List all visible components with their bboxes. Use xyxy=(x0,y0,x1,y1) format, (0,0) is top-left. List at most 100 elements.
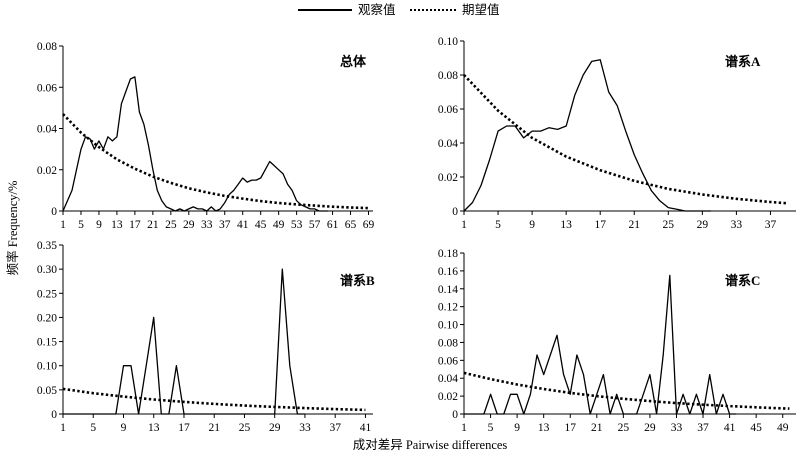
x-tick-label: 1 xyxy=(60,219,66,231)
x-tick-label: 5 xyxy=(78,219,84,231)
chart-panel-1: 0 0.02 0.04 0.06 0.08 1 5 9 13 17 21 25 29 33 37 41 45 49… xyxy=(37,41,375,231)
x-tick-label: 5 xyxy=(488,422,494,434)
observed-line xyxy=(63,268,305,415)
y-tick-label: 0.04 xyxy=(438,373,458,385)
y-tick-label: 0.04 xyxy=(438,138,458,150)
x-tick-label: 9 xyxy=(514,422,520,434)
x-tick-label: 17 xyxy=(594,219,606,231)
observed-line xyxy=(463,59,711,212)
x-tick-label: 21 xyxy=(629,219,641,231)
x-tick-label: 37 xyxy=(329,422,341,434)
x-tick-label: 1 xyxy=(60,422,66,434)
y-tick-label: 0.04 xyxy=(37,124,57,136)
x-tick-label: 13 xyxy=(560,219,572,231)
y-tick-label: 0.02 xyxy=(37,165,57,177)
x-tick-label: 21 xyxy=(147,219,159,231)
y-axis-title: 频率 Frequency/% xyxy=(5,181,20,276)
x-tick-label: 33 xyxy=(731,219,743,231)
x-tick-label: 29 xyxy=(183,219,195,231)
y-tick-label: 0 xyxy=(51,206,57,218)
x-tick-label: 69 xyxy=(363,219,375,231)
y-tick-label: 0 xyxy=(452,206,458,218)
y-tick-label: 0.06 xyxy=(438,355,458,367)
x-tick-label: 21 xyxy=(208,422,220,434)
panel-title: 谱系C xyxy=(725,273,760,288)
legend: 观察值 期望值 xyxy=(298,2,500,17)
x-tick-label: 17 xyxy=(129,219,141,231)
x-tick-label: 17 xyxy=(564,422,576,434)
x-tick-label: 1 xyxy=(461,219,467,231)
legend-expected-label: 期望值 xyxy=(462,2,500,17)
x-tick-label: 5 xyxy=(90,422,96,434)
x-tick-label: 9 xyxy=(121,422,127,434)
x-tick-label: 41 xyxy=(724,422,736,434)
x-tick-label: 25 xyxy=(165,219,177,231)
chart-panels: 00.020.040.060.081 5 9 13 17 21 25 29 33 37 41 45 49… xyxy=(37,36,796,434)
x-tick-label: 49 xyxy=(273,219,285,231)
x-tick-label: 41 xyxy=(237,219,249,231)
y-tick-label: 0 xyxy=(51,409,57,421)
x-tick-label: 1 xyxy=(461,422,467,434)
y-tick-label: 0.06 xyxy=(438,104,458,116)
y-tick-label: 0.02 xyxy=(438,172,458,184)
x-tick-label: 21 xyxy=(591,422,603,434)
x-tick-label: 25 xyxy=(663,219,675,231)
y-tick-label: 0.08 xyxy=(438,337,458,349)
y-tick-label: 0.30 xyxy=(37,264,57,276)
x-tick-label: 53 xyxy=(291,219,303,231)
x-tick-label: 13 xyxy=(111,219,123,231)
x-tick-label: 9 xyxy=(529,219,535,231)
y-tick-label: 0 xyxy=(452,409,458,421)
y-tick-label: 0.18 xyxy=(438,248,458,260)
y-tick-label: 0.02 xyxy=(438,391,458,403)
y-tick-label: 0.10 xyxy=(438,36,458,48)
y-tick-label: 0.15 xyxy=(37,337,57,349)
panel-title: 谱系A xyxy=(725,54,761,69)
x-tick-label: 49 xyxy=(777,422,789,434)
y-tick-label: 0.10 xyxy=(438,320,458,332)
x-tick-label: 33 xyxy=(299,422,311,434)
x-tick-label: 13 xyxy=(538,422,550,434)
x-tick-label: 33 xyxy=(671,422,683,434)
x-tick-label: 57 xyxy=(309,219,321,231)
chart-panel-3: 0 0.05 0.10 0.15 0.20 0.25 0.30 0.35 1 5 9 13 17 21 25… xyxy=(37,240,375,434)
y-tick-label: 0.20 xyxy=(37,312,57,324)
x-tick-label: 65 xyxy=(345,219,357,231)
x-tick-label: 37 xyxy=(765,219,777,231)
y-tick-label: 0.35 xyxy=(37,240,57,252)
chart-panel-4: 0 0.02 0.04 0.06 0.08 0.10 0.12 0.14 0.16 0.18 1 5 9… xyxy=(438,248,796,434)
y-tick-label: 0.08 xyxy=(37,41,57,53)
observed-line xyxy=(62,76,329,212)
x-tick-label: 45 xyxy=(255,219,267,231)
x-tick-label: 25 xyxy=(618,422,630,434)
y-tick-label: 0.16 xyxy=(438,266,458,278)
x-tick-label: 45 xyxy=(750,422,762,434)
observed-line xyxy=(464,274,737,415)
x-tick-label: 29 xyxy=(697,219,709,231)
panel-title: 总体 xyxy=(340,54,367,69)
y-tick-label: 0.25 xyxy=(37,288,57,300)
y-tick-label: 0.08 xyxy=(438,70,458,82)
y-tick-label: 0.12 xyxy=(438,302,458,314)
y-tick-label: 0.14 xyxy=(438,284,458,296)
x-tick-label: 5 xyxy=(495,219,501,231)
y-tick-label: 0.10 xyxy=(37,361,57,373)
x-tick-label: 33 xyxy=(201,219,213,231)
y-tick-label: 0.06 xyxy=(37,82,57,94)
x-tick-label: 9 xyxy=(96,219,102,231)
expected-line xyxy=(463,371,790,410)
expected-line xyxy=(463,74,788,205)
chart-panel-2: 0 0.02 0.04 0.06 0.08 0.10 1 5 9 13 17 21 25 29 33 37 谱系… xyxy=(438,36,796,231)
panel-title: 谱系B xyxy=(340,273,375,288)
x-tick-label: 29 xyxy=(269,422,281,434)
x-tick-label: 41 xyxy=(360,422,372,434)
x-tick-label: 37 xyxy=(219,219,231,231)
x-tick-label: 29 xyxy=(644,422,656,434)
x-tick-label: 61 xyxy=(327,219,339,231)
legend-observed-label: 观察值 xyxy=(358,2,396,17)
y-tick-label: 0.05 xyxy=(37,385,57,397)
x-tick-label: 37 xyxy=(697,422,709,434)
x-tick-label: 25 xyxy=(239,422,251,434)
expected-line xyxy=(62,113,369,210)
